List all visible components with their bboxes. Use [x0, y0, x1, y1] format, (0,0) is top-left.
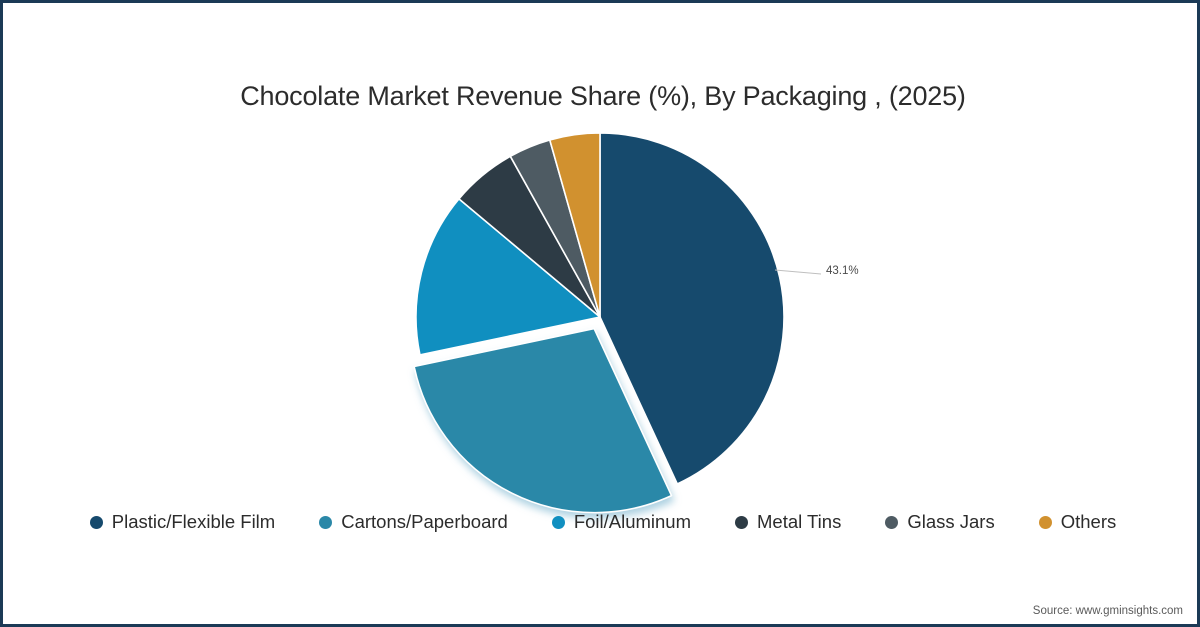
legend-item[interactable]: Plastic/Flexible Film [89, 511, 276, 533]
pie-slice[interactable] [599, 132, 785, 485]
legend-item-label: Cartons/Paperboard [341, 511, 508, 532]
chart-legend: Plastic/Flexible Film Cartons/Paperboard F… [3, 511, 1200, 533]
source-attribution: Source: www.gminsights.com [1032, 605, 1183, 617]
pie-chart-svg [413, 132, 822, 514]
leader-line [774, 269, 822, 275]
legend-swatch-icon [885, 515, 899, 529]
legend-item[interactable]: Others [1038, 511, 1117, 533]
legend-item[interactable]: Cartons/Paperboard [319, 511, 508, 533]
pie-slices [413, 132, 785, 514]
legend-item-label: Foil/Aluminum [573, 511, 692, 532]
page-title: Chocolate Market Revenue Share (%), By P… [240, 81, 966, 111]
legend-item[interactable]: Glass Jars [885, 511, 995, 533]
pie-slice[interactable] [413, 327, 673, 514]
pie-chart-area: 43.1% [3, 3, 1200, 563]
pie-slice[interactable] [548, 132, 601, 318]
legend-item-label: Plastic/Flexible Film [111, 511, 276, 532]
legend-swatch-icon [551, 515, 565, 529]
legend-swatch-icon [1038, 515, 1052, 529]
data-label-plastic-flexible-film: 43.1% [826, 265, 859, 277]
pie-slice[interactable] [415, 198, 601, 356]
legend-swatch-icon [319, 515, 333, 529]
legend-item-label: Others [1060, 511, 1117, 532]
legend-swatch-icon [735, 515, 749, 529]
legend-item[interactable]: Metal Tins [735, 511, 841, 533]
legend-item[interactable]: Foil/Aluminum [551, 511, 692, 533]
legend-item-label: Glass Jars [907, 511, 995, 532]
legend-item-label: Metal Tins [757, 511, 842, 532]
legend-swatch-icon [89, 515, 103, 529]
